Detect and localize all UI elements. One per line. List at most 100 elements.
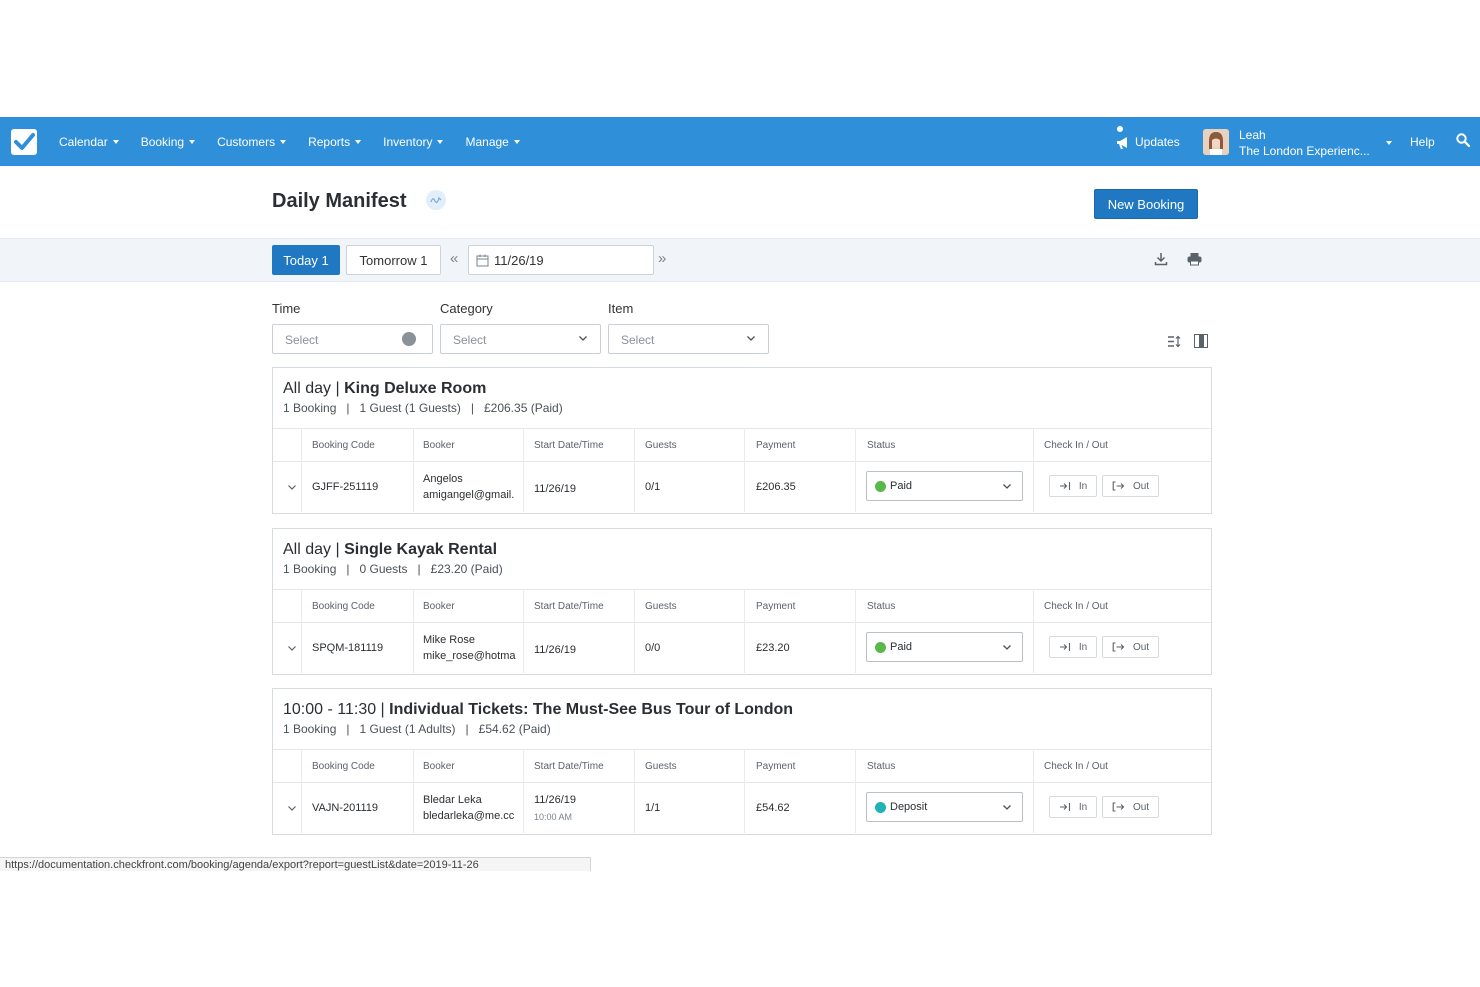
status-select[interactable]: Paid <box>866 632 1023 662</box>
column-header-checkin[interactable]: Check In / Out <box>1044 761 1108 772</box>
status-select[interactable]: Paid <box>866 471 1023 501</box>
columns-view-icon[interactable] <box>1194 334 1208 353</box>
print-icon[interactable] <box>1187 252 1202 271</box>
section-time: All day <box>283 380 332 397</box>
column-header-payment[interactable]: Payment <box>756 440 796 451</box>
nav-booking[interactable]: Booking <box>141 135 196 149</box>
check-out-button[interactable]: Out <box>1102 475 1159 497</box>
column-header-guests[interactable]: Guests <box>645 440 677 451</box>
column-divider <box>523 428 524 512</box>
section-summary: 1 Booking | 0 Guests | £23.20 (Paid) <box>283 562 503 576</box>
time-select[interactable]: Select <box>272 324 433 354</box>
signature-icon[interactable] <box>426 190 446 210</box>
sign-out-icon <box>1112 802 1125 812</box>
chevron-down-icon <box>1003 805 1011 810</box>
column-header-status[interactable]: Status <box>867 601 896 612</box>
column-header-start[interactable]: Start Date/Time <box>534 440 604 451</box>
column-header-start[interactable]: Start Date/Time <box>534 601 604 612</box>
search-icon[interactable] <box>1456 133 1471 152</box>
nav-reports-label: Reports <box>308 134 351 149</box>
user-menu[interactable]: Leah The London Experienc... <box>1239 127 1370 159</box>
chevron-down-icon[interactable] <box>287 482 297 492</box>
new-booking-button[interactable]: New Booking <box>1094 189 1198 219</box>
nav-reports[interactable]: Reports <box>308 134 362 149</box>
column-divider <box>1033 428 1034 512</box>
booking-code[interactable]: VAJN-201119 <box>312 802 379 814</box>
nav-inventory[interactable]: Inventory <box>383 135 444 149</box>
column-header-booker[interactable]: Booker <box>423 601 455 612</box>
table-row[interactable]: VAJN-201119 Bledar Leka bledarleka@me.cc 11… <box>273 783 1211 833</box>
tomorrow-button[interactable]: Tomorrow 1 <box>346 245 441 275</box>
item-select[interactable]: Select <box>608 324 769 354</box>
booker-email: bledarleka@me.cc <box>423 810 515 822</box>
next-day-icon[interactable]: » <box>658 250 667 267</box>
check-in-button[interactable]: In <box>1049 636 1097 658</box>
category-select[interactable]: Select <box>440 324 601 354</box>
updates-button[interactable]: Updates <box>1116 117 1180 166</box>
check-in-button[interactable]: In <box>1049 796 1097 818</box>
avatar[interactable] <box>1203 129 1229 155</box>
top-nav-bar: Calendar Booking Customers Reports Inven… <box>0 117 1480 166</box>
previous-day-icon[interactable]: « <box>450 250 459 267</box>
updates-label: Updates <box>1135 134 1180 149</box>
check-out-label: Out <box>1132 801 1150 813</box>
nav-manage[interactable]: Manage <box>465 135 520 149</box>
chevron-down-icon[interactable] <box>287 803 297 813</box>
app-logo[interactable] <box>11 129 37 155</box>
category-filter-label: Category <box>440 301 493 316</box>
column-header-booker[interactable]: Booker <box>423 440 455 451</box>
column-header-guests[interactable]: Guests <box>645 601 677 612</box>
status-value: Deposit <box>890 801 928 813</box>
nav-customers-label: Customers <box>217 134 276 149</box>
column-header-booking-code[interactable]: Booking Code <box>312 601 375 612</box>
column-divider <box>744 428 745 512</box>
column-header-guests[interactable]: Guests <box>645 761 677 772</box>
column-header-status[interactable]: Status <box>867 440 896 451</box>
column-header-booking-code[interactable]: Booking Code <box>312 440 375 451</box>
date-picker[interactable] <box>468 245 654 275</box>
check-in-button[interactable]: In <box>1049 475 1097 497</box>
section-item-name[interactable]: Individual Tickets: The Must-See Bus Tou… <box>389 701 794 718</box>
help-link[interactable]: Help <box>1410 135 1435 149</box>
column-header-booker[interactable]: Booker <box>423 761 455 772</box>
nav-customers[interactable]: Customers <box>217 134 287 149</box>
booker-name: Mike Rose <box>423 634 475 646</box>
column-header-booking-code[interactable]: Booking Code <box>312 761 375 772</box>
today-button[interactable]: Today 1 <box>272 245 340 275</box>
column-header-status[interactable]: Status <box>867 761 896 772</box>
date-input[interactable] <box>494 251 644 269</box>
check-out-label: Out <box>1132 641 1150 653</box>
caret-down-icon <box>189 139 196 144</box>
section-item-name[interactable]: King Deluxe Room <box>344 380 487 397</box>
download-icon[interactable] <box>1154 252 1168 271</box>
chevron-down-icon[interactable] <box>287 643 297 653</box>
chevron-down-icon <box>579 336 587 341</box>
nav-calendar[interactable]: Calendar <box>59 135 119 149</box>
section-time: 10:00 - 11:30 <box>283 701 377 718</box>
table-row[interactable]: GJFF-251119 Angelos amigangel@gmail. 11/26/… <box>273 462 1211 512</box>
section-title: 10:00 - 11:30 | Individual Tickets: The … <box>283 701 794 718</box>
status-select[interactable]: Deposit <box>866 792 1023 822</box>
column-header-checkin[interactable]: Check In / Out <box>1044 601 1108 612</box>
user-caret-down-icon[interactable] <box>1386 141 1392 145</box>
column-divider <box>413 589 414 673</box>
list-view-icon[interactable] <box>1167 335 1182 353</box>
column-divider <box>413 428 414 512</box>
table-header: Booking Code Booker Start Date/Time Guests P… <box>273 428 1211 462</box>
table-header: Booking Code Booker Start Date/Time Guests P… <box>273 589 1211 623</box>
date-toolbar: Today 1 Tomorrow 1 « » <box>0 238 1480 282</box>
column-header-checkin[interactable]: Check In / Out <box>1044 440 1108 451</box>
column-header-payment[interactable]: Payment <box>756 601 796 612</box>
column-divider <box>855 749 856 833</box>
column-header-payment[interactable]: Payment <box>756 761 796 772</box>
check-out-button[interactable]: Out <box>1102 796 1159 818</box>
booking-code[interactable]: GJFF-251119 <box>312 481 379 493</box>
column-divider <box>1033 749 1034 833</box>
check-out-button[interactable]: Out <box>1102 636 1159 658</box>
section-item-name[interactable]: Single Kayak Rental <box>344 541 498 558</box>
check-in-label: In <box>1078 641 1088 653</box>
column-header-start[interactable]: Start Date/Time <box>534 761 604 772</box>
section-summary: 1 Booking | 1 Guest (1 Adults) | £54.62 … <box>283 722 551 736</box>
table-row[interactable]: SPQM-181119 Mike Rose mike_rose@hotma 11/26… <box>273 623 1211 673</box>
booking-code[interactable]: SPQM-181119 <box>312 642 384 654</box>
